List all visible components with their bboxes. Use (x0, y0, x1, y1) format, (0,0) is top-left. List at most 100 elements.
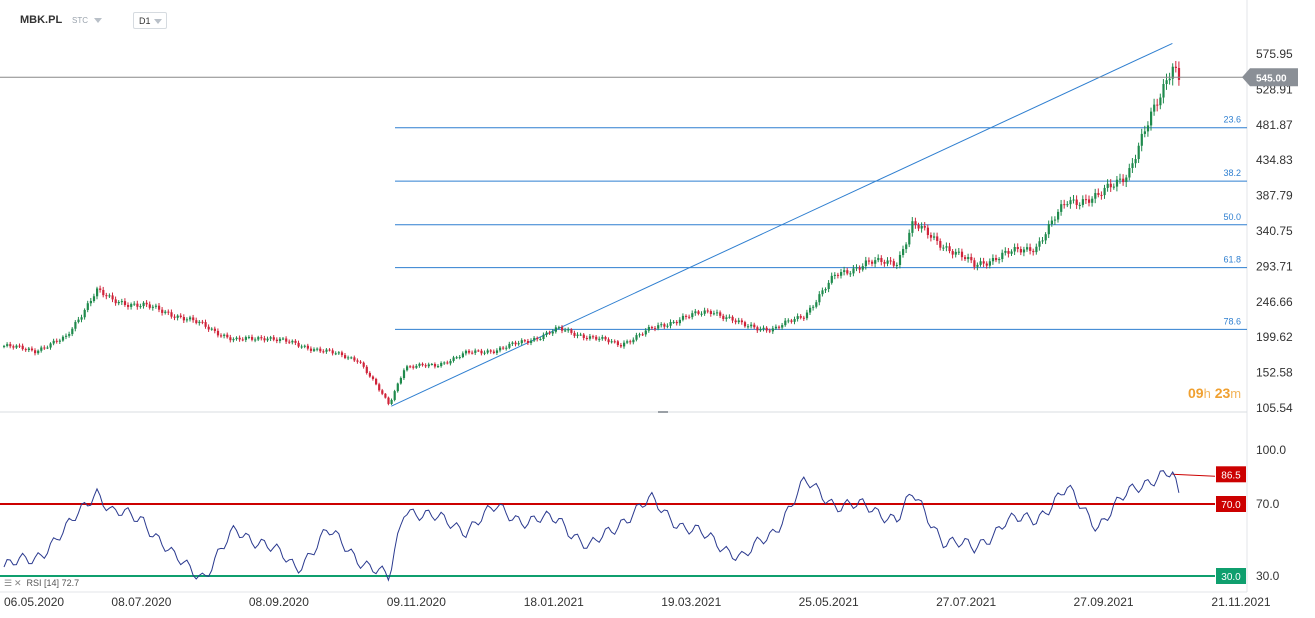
candle-body (1035, 246, 1038, 253)
candle-body (37, 350, 40, 354)
candle-body (712, 313, 716, 315)
candle-body (344, 355, 347, 359)
candle-body (654, 328, 657, 330)
candle-body (960, 251, 964, 258)
candle-body (657, 325, 660, 329)
candle-body (235, 337, 238, 340)
candle-body (46, 347, 49, 349)
candle-body (1137, 145, 1140, 160)
candle-body (176, 315, 179, 318)
candle-body (1171, 66, 1174, 79)
candle-body (61, 336, 65, 341)
candle-body (238, 337, 241, 340)
candle-body (319, 348, 322, 352)
candle-body (142, 302, 145, 307)
rsi-tick-label: 70.0 (1256, 497, 1280, 511)
rsi-level-badge (1216, 568, 1246, 584)
candle-body (83, 309, 86, 318)
candle-body (415, 365, 418, 368)
candle-body (182, 316, 185, 321)
candle-body (793, 319, 796, 322)
candle-body (278, 338, 282, 342)
symbol-name[interactable]: MBK.PL (20, 14, 63, 26)
candle-body (207, 326, 210, 330)
candle-body (833, 274, 836, 276)
candle-body (709, 311, 712, 314)
close-icon[interactable]: ✕ (14, 578, 22, 588)
time-tick-label: 19.03.2021 (661, 595, 721, 609)
candle-body (257, 337, 260, 340)
candle-body (601, 336, 604, 339)
candle-body (514, 342, 517, 345)
candle-body (508, 343, 511, 348)
candle-body (607, 339, 610, 343)
candle-body (1150, 111, 1153, 126)
candle-body (818, 294, 821, 303)
candle-body (598, 338, 601, 340)
candle-body (117, 302, 120, 304)
candle-body (282, 338, 285, 340)
candle-body (356, 360, 359, 362)
candle-body (1097, 193, 1100, 195)
candle-body (530, 340, 533, 343)
candle-body (520, 340, 523, 344)
candle-body (623, 342, 626, 347)
candle-body (1081, 199, 1084, 205)
candle-body (303, 345, 306, 347)
candle-body (309, 348, 313, 351)
candle-body (65, 335, 68, 337)
candle-body (933, 236, 936, 238)
candle-body (480, 350, 483, 354)
candle-body (663, 324, 666, 327)
candle-body (564, 330, 567, 332)
candle-body (762, 327, 765, 329)
candle-body (774, 326, 778, 329)
candle-body (1115, 179, 1119, 187)
list-icon[interactable]: ☰ (4, 578, 13, 588)
candle-body (1066, 204, 1069, 206)
candle-body (375, 378, 378, 385)
candle-body (272, 337, 275, 340)
candle-body (867, 260, 871, 262)
candle-body (247, 336, 251, 338)
timer-minutes: 23 (1214, 385, 1231, 401)
candle-body (210, 328, 213, 330)
candle-body (846, 270, 849, 274)
candle-body (1004, 250, 1007, 253)
candle-body (781, 325, 784, 328)
candle-body (1075, 199, 1078, 206)
candle-body (362, 362, 365, 367)
interval-dropdown[interactable]: D1 (133, 12, 167, 29)
candle-body (796, 316, 799, 320)
candle-body (1072, 199, 1075, 201)
price-tick-label: 434.83 (1256, 153, 1293, 167)
candle-body (883, 261, 886, 264)
candle-body (294, 340, 297, 343)
candle-body (359, 361, 362, 363)
exchange-selector[interactable]: STC (72, 16, 102, 25)
time-tick-label: 09.11.2020 (387, 595, 446, 609)
candle-body (747, 326, 750, 328)
candle-body (6, 344, 9, 346)
candle-body (629, 341, 632, 343)
candle-body (678, 319, 681, 324)
candle-body (905, 244, 908, 250)
candle-body (216, 330, 220, 336)
candle-body (396, 383, 399, 392)
candle-body (1177, 67, 1181, 80)
candle-body (1084, 199, 1088, 201)
candle-body (424, 365, 427, 367)
time-tick-label: 18.01.2021 (524, 595, 584, 609)
candle-body (1050, 220, 1053, 225)
candle-body (585, 337, 588, 339)
candle-body (616, 341, 619, 346)
pane-resize-handle[interactable] (658, 411, 668, 413)
candle-body (660, 324, 663, 326)
exchange-label: STC (72, 16, 88, 25)
candle-body (750, 324, 753, 327)
candle-body (198, 321, 201, 324)
candle-body (1053, 219, 1057, 221)
candle-body (805, 312, 809, 319)
candle-body (539, 338, 542, 340)
